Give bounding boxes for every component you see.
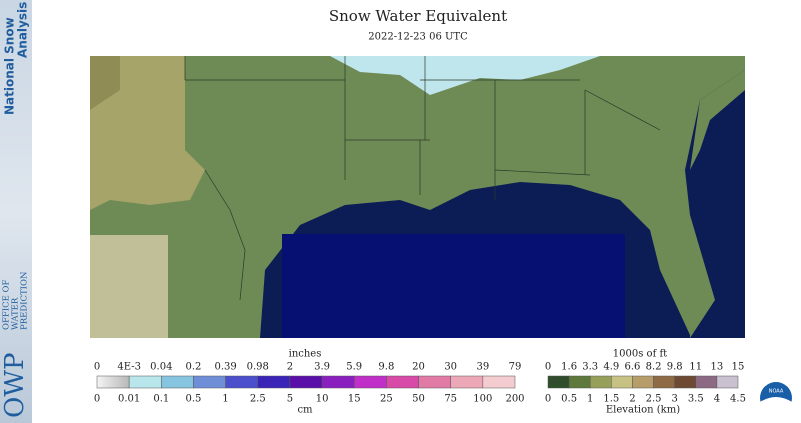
snow-label-bottom: 10	[316, 394, 329, 405]
snow-label-bottom: 1	[222, 394, 228, 405]
elevation-label-top: 9.8	[667, 362, 683, 373]
snow-label-top: 2	[287, 362, 293, 373]
elevation-label-top: 11	[689, 362, 702, 373]
elevation-label-bottom: 1.5	[603, 394, 619, 405]
sidebar-title: Analysis	[16, 2, 30, 58]
legends: 0 4E-3 0.04 0.2 0.39 0.98 2 3.9 5.9 9.8 20 30 39 790 0…	[94, 362, 746, 405]
snow-label-top: 9.8	[378, 362, 394, 373]
snow-label-bottom: 50	[412, 394, 425, 405]
sidebar-text: National Snow Analysis OWP OFFICE OF WATER PR…	[0, 2, 30, 418]
snow-label-bottom: 75	[444, 394, 457, 405]
snow-label-top: 0.04	[150, 362, 172, 373]
elevation-swatch	[716, 375, 739, 389]
elevation-label-top: 1.6	[561, 362, 577, 373]
snow-label-bottom: 0.5	[186, 394, 202, 405]
elevation-label-bottom: 1	[587, 394, 593, 405]
snow-label-top: 79	[509, 362, 522, 373]
sidebar-title: National Snow	[3, 17, 17, 115]
elevation-swatch	[632, 375, 654, 389]
elevation-label-top: 8.2	[646, 362, 662, 373]
elevation-label-bottom: 3	[671, 394, 677, 405]
noaa-logo: NOAA	[760, 382, 792, 418]
snow-label-top: 39	[476, 362, 489, 373]
snow-label-top: 0.98	[247, 362, 269, 373]
elevation-label-bottom: 2.5	[646, 394, 662, 405]
no-data	[90, 235, 168, 338]
snow-label-top: 30	[444, 362, 457, 373]
elevation-label-top: 4.9	[603, 362, 619, 373]
org-name: OFFICE OF	[2, 279, 12, 330]
snow-unit-bottom: cm	[297, 405, 313, 416]
elevation-label-bottom: 3.5	[688, 394, 704, 405]
elevation-swatch	[695, 375, 718, 389]
snow-label-bottom: 200	[505, 394, 524, 405]
snow-cover	[330, 56, 600, 95]
elevation-label-top: 0	[545, 362, 551, 373]
snow-label-top: 4E-3	[117, 362, 141, 373]
elevation-label-top: 3.3	[582, 362, 598, 373]
snow-swatch	[257, 375, 291, 389]
state-borders	[184, 56, 661, 301]
snow-label-bottom: 25	[380, 394, 393, 405]
snow-unit-top: inches	[289, 349, 322, 360]
org-abbr: OWP	[0, 352, 30, 418]
elevation-label-bottom: 2	[629, 394, 635, 405]
elevation-unit-top: 1000s of ft	[613, 349, 667, 360]
elevation-swatch	[568, 375, 591, 389]
logo-text: NOAA	[769, 389, 784, 395]
snow-swatch	[289, 375, 323, 389]
subtitle: 2022-12-23 06 UTC	[368, 32, 468, 43]
coast	[690, 70, 745, 170]
sidebar	[0, 0, 32, 423]
snow-swatch	[225, 375, 259, 389]
snow-label-bottom: 15	[348, 394, 361, 405]
snow-swatch	[128, 375, 162, 389]
snow-label-bottom: 0.1	[153, 394, 169, 405]
map	[90, 56, 745, 338]
data-gap	[282, 234, 625, 338]
elevation-swatch	[674, 375, 697, 389]
snow-swatch	[353, 375, 387, 389]
elevation-label-bottom: 0	[545, 394, 551, 405]
snow-label-top: 0.39	[214, 362, 236, 373]
snow-label-bottom: 2.5	[250, 394, 266, 405]
snow-label-bottom: 100	[473, 394, 492, 405]
snow-label-bottom: 0.01	[118, 394, 140, 405]
snow-label-top: 3.9	[314, 362, 330, 373]
snow-swatch	[418, 375, 451, 389]
elevation-label-bottom: 0.5	[561, 394, 577, 405]
org-name: WATER	[11, 297, 21, 330]
elevation-swatch	[547, 375, 570, 389]
elevation-label-top: 6.6	[624, 362, 640, 373]
snow-label-top: 5.9	[346, 362, 362, 373]
snow-label-bottom: 5	[287, 394, 293, 405]
title: Snow Water Equivalent	[329, 7, 507, 25]
snow-swatch	[193, 375, 226, 389]
elevation-swatch	[653, 375, 675, 389]
snow-swatch	[450, 375, 484, 389]
elevation-swatch	[611, 375, 633, 389]
snow-swatch	[386, 375, 419, 389]
org-name: PREDICTION	[20, 271, 30, 330]
high-plains	[90, 56, 205, 210]
snow-label-top: 0.2	[186, 362, 202, 373]
elevation-label-top: 13	[711, 362, 724, 373]
snow-swatch	[482, 375, 516, 389]
elevation-label-bottom: 4.5	[730, 394, 746, 405]
elevation-unit-bottom: Elevation (km)	[606, 405, 680, 416]
plateau	[90, 56, 120, 110]
snow-swatch	[321, 375, 355, 389]
snow-swatch	[161, 375, 194, 389]
snow-label-bottom: 0	[94, 394, 100, 405]
snow-swatch	[96, 375, 130, 389]
snow-label-top: 0	[94, 362, 100, 373]
elevation-label-bottom: 4	[714, 394, 720, 405]
snow-label-top: 20	[412, 362, 425, 373]
elevation-swatch	[589, 375, 612, 389]
elevation-label-top: 15	[732, 362, 745, 373]
